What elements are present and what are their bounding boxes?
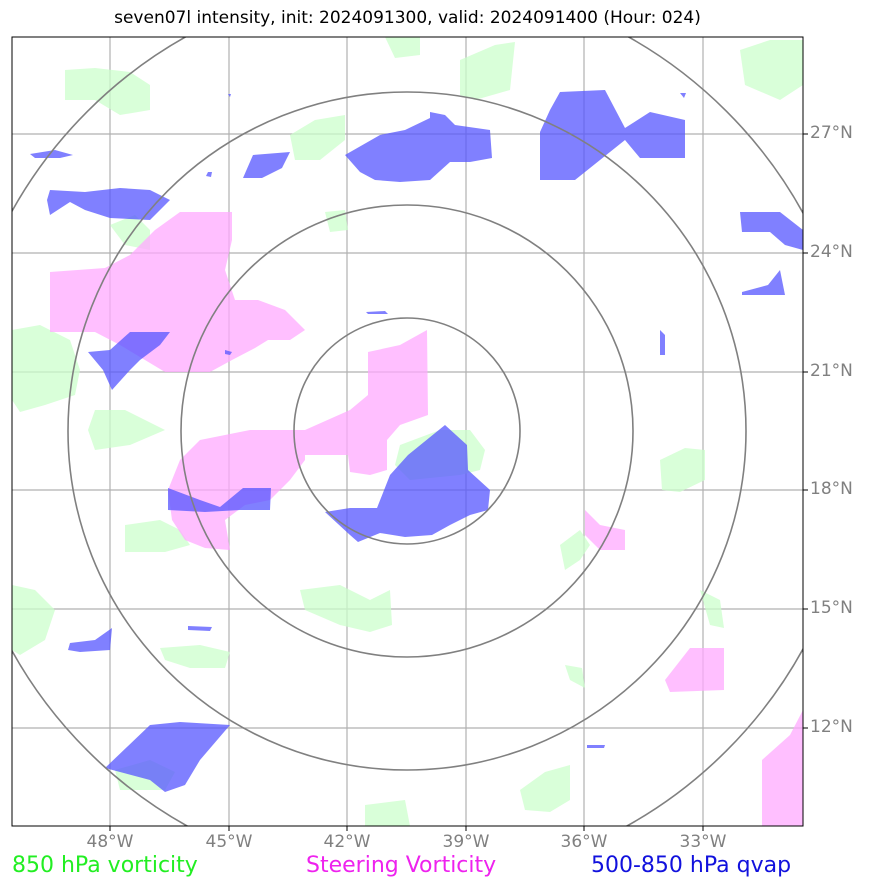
magenta-patch bbox=[50, 212, 305, 372]
magenta-patch bbox=[585, 510, 625, 550]
blue-patch bbox=[88, 332, 170, 390]
green-patch bbox=[520, 765, 570, 812]
blue-patch bbox=[325, 425, 490, 542]
green-patch bbox=[160, 645, 230, 668]
green-patch bbox=[325, 210, 348, 232]
lat-label-15n: 15°N bbox=[810, 598, 853, 618]
green-patch bbox=[660, 448, 705, 492]
legend-steering-vorticity: Steering Vorticity bbox=[306, 853, 497, 878]
blue-patch bbox=[188, 626, 212, 631]
plot-border bbox=[11, 36, 804, 827]
range-ring-1 bbox=[293, 317, 521, 545]
map-title: seven07l intensity, init: 2024091300, va… bbox=[114, 8, 701, 28]
green-patch bbox=[460, 42, 515, 100]
green-patch bbox=[565, 665, 585, 688]
blue-patch bbox=[30, 150, 73, 158]
blue-patch bbox=[228, 94, 231, 97]
range-rings bbox=[12, 37, 803, 826]
magenta-patch bbox=[665, 648, 724, 692]
lon-label-45w: 45°W bbox=[205, 832, 253, 852]
lat-label-21n: 21°N bbox=[810, 361, 853, 381]
green-patch bbox=[365, 800, 410, 826]
green-patch bbox=[88, 410, 165, 450]
blue-qvap-layer bbox=[30, 90, 803, 792]
blue-patch bbox=[47, 188, 170, 220]
lon-label-39w: 39°W bbox=[442, 832, 490, 852]
green-patch bbox=[740, 40, 803, 100]
magenta-patch bbox=[305, 330, 428, 475]
green-patch bbox=[300, 585, 392, 632]
lon-label-42w: 42°W bbox=[323, 832, 371, 852]
green-patch bbox=[700, 590, 724, 628]
blue-patch bbox=[243, 152, 290, 178]
green-patch bbox=[12, 585, 55, 655]
magenta-vorticity-layer bbox=[50, 212, 803, 826]
range-ring-2 bbox=[180, 204, 634, 658]
lat-label-24n: 24°N bbox=[810, 242, 853, 262]
lon-label-48w: 48°W bbox=[86, 832, 134, 852]
blue-patch bbox=[742, 270, 785, 295]
blue-patch bbox=[740, 212, 803, 250]
lat-label-18n: 18°N bbox=[810, 479, 853, 499]
green-patch bbox=[560, 530, 590, 570]
lat-label-27n: 27°N bbox=[810, 123, 853, 143]
blue-patch bbox=[366, 311, 388, 314]
magenta-patch bbox=[168, 430, 305, 550]
green-patch bbox=[12, 325, 80, 412]
blue-patch bbox=[660, 330, 665, 355]
blue-patch bbox=[345, 112, 492, 182]
tick-marks bbox=[109, 133, 808, 831]
blue-patch bbox=[587, 745, 605, 748]
range-ring-3 bbox=[67, 91, 747, 771]
blue-patch bbox=[68, 628, 112, 652]
lon-label-36w: 36°W bbox=[560, 832, 608, 852]
blue-patch bbox=[206, 172, 212, 177]
magenta-patch bbox=[762, 710, 803, 826]
lon-label-33w: 33°W bbox=[679, 832, 727, 852]
blue-patch bbox=[540, 90, 685, 180]
green-patch bbox=[290, 115, 345, 160]
green-patch bbox=[385, 37, 420, 58]
blue-patch bbox=[105, 722, 230, 792]
green-patch bbox=[125, 520, 190, 552]
blue-patch bbox=[225, 350, 232, 355]
legend-850-vorticity: 850 hPa vorticity bbox=[12, 853, 198, 878]
lat-label-12n: 12°N bbox=[810, 717, 853, 737]
green-patch bbox=[110, 215, 150, 250]
legend-qvap: 500-850 hPa qvap bbox=[591, 853, 792, 878]
blue-patch bbox=[680, 93, 686, 98]
